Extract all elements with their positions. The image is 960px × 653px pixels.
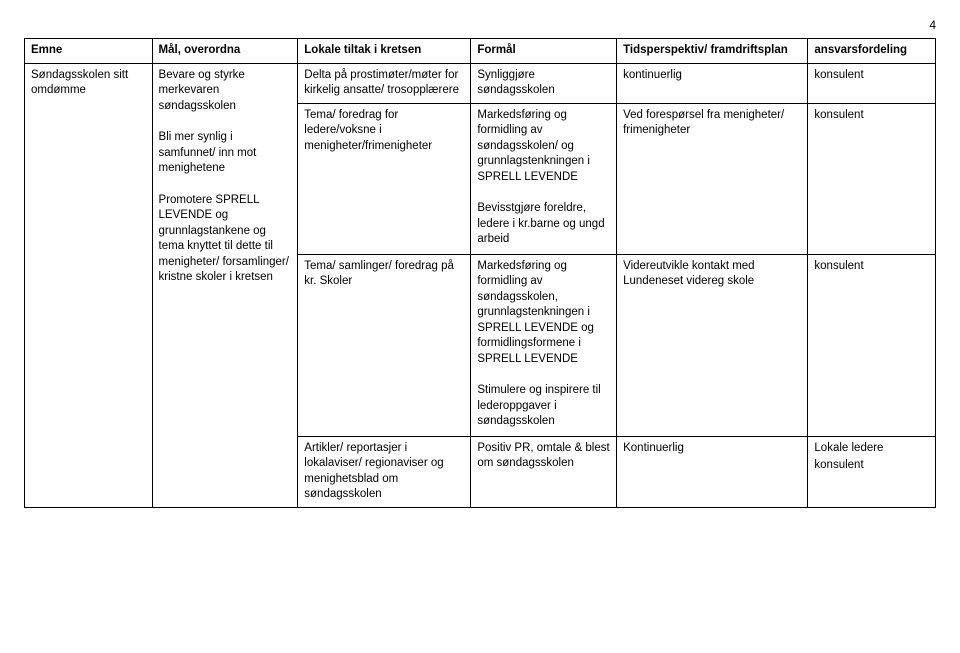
cell-emne-empty <box>25 254 153 436</box>
cell-tids: Ved forespørsel fra menigheter/ frimenig… <box>617 103 808 254</box>
cell-ansvar: konsulent <box>808 254 936 436</box>
cell-tids: kontinuerlig <box>617 63 808 103</box>
ansvar-p1: Lokale ledere <box>814 441 929 457</box>
th-tids: Tidsperspektiv/ framdriftsplan <box>617 39 808 64</box>
th-formal: Formål <box>471 39 617 64</box>
formal-p1: Markedsføring og formidling av søndagssk… <box>477 259 610 368</box>
th-lokale: Lokale tiltak i kretsen <box>298 39 471 64</box>
cell-lokale: Delta på prostimøter/møter for kirkelig … <box>298 63 471 103</box>
cell-ansvar: konsulent <box>808 63 936 103</box>
header-row: Emne Mål, overordna Lokale tiltak i kret… <box>25 39 936 64</box>
plan-table: Emne Mål, overordna Lokale tiltak i kret… <box>24 38 936 508</box>
table-row: Artikler/ reportasjer i lokalaviser/ reg… <box>25 436 936 507</box>
cell-ansvar: Lokale ledere konsulent <box>808 436 936 507</box>
formal-p1: Markedsføring og formidling av søndagssk… <box>477 108 610 186</box>
cell-lokale: Tema/ foredrag for ledere/voksne i menig… <box>298 103 471 254</box>
cell-formal: Synliggjøre søndagsskolen <box>471 63 617 103</box>
formal-p2: Bevisstgjøre foreldre, ledere i kr.barne… <box>477 201 610 248</box>
cell-ansvar: konsulent <box>808 103 936 254</box>
cell-emne: Søndagsskolen sitt omdømme <box>25 63 153 103</box>
cell-maal-empty <box>152 436 298 507</box>
th-maal: Mål, overordna <box>152 39 298 64</box>
cell-maal: Bevare og styrke merkevaren søndagsskole… <box>152 63 298 436</box>
cell-emne-empty <box>25 436 153 507</box>
cell-formal: Positiv PR, omtale & blest om søndagssko… <box>471 436 617 507</box>
th-emne: Emne <box>25 39 153 64</box>
page-number: 4 <box>24 18 936 32</box>
cell-lokale: Tema/ samlinger/ foredrag på kr. Skoler <box>298 254 471 436</box>
ansvar-p2: konsulent <box>814 458 929 474</box>
cell-tids: Videreutvikle kontakt med Lundeneset vid… <box>617 254 808 436</box>
th-ansvar: ansvarsfordeling <box>808 39 936 64</box>
cell-emne-empty <box>25 103 153 254</box>
cell-lokale: Artikler/ reportasjer i lokalaviser/ reg… <box>298 436 471 507</box>
formal-p2: Stimulere og inspirere til lederoppgaver… <box>477 383 610 430</box>
maal-p3: Promotere SPRELL LEVENDE og grunnlagstan… <box>159 193 292 286</box>
maal-p1: Bevare og styrke merkevaren søndagsskole… <box>159 68 292 115</box>
cell-tids: Kontinuerlig <box>617 436 808 507</box>
table-row: Søndagsskolen sitt omdømme Bevare og sty… <box>25 63 936 103</box>
cell-formal: Markedsføring og formidling av søndagssk… <box>471 254 617 436</box>
cell-formal: Markedsføring og formidling av søndagssk… <box>471 103 617 254</box>
maal-p2: Bli mer synlig i samfunnet/ inn mot meni… <box>159 130 292 177</box>
